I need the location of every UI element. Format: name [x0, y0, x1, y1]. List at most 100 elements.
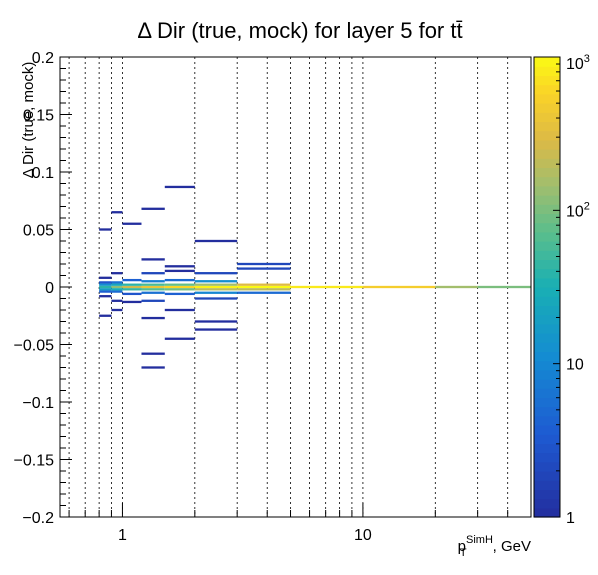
colorbar-band [534, 305, 560, 315]
colorbar-band [534, 480, 560, 490]
colorbar-band [534, 103, 560, 113]
heatmap-cell [195, 297, 237, 299]
heatmap-cell [111, 272, 122, 274]
heatmap-cell [99, 290, 111, 292]
colorbar-band [534, 296, 560, 306]
heatmap-cell [478, 286, 531, 288]
colorbar-band [534, 66, 560, 76]
colorbar-band [534, 489, 560, 499]
colorbar-band [534, 204, 560, 214]
colorbar-band [534, 388, 560, 398]
colorbar-tick-label: 10 [566, 357, 584, 374]
heatmap-cell [165, 186, 195, 188]
heatmap-cell [99, 315, 111, 317]
colorbar-band [534, 186, 560, 196]
heatmap-cell [165, 270, 195, 272]
heatmap-cell [141, 280, 164, 282]
heatmap-cell [122, 293, 141, 295]
heatmap-cell [195, 240, 237, 242]
colorbar-band [534, 131, 560, 141]
colorbar-band [534, 250, 560, 260]
heatmap-cell [195, 286, 237, 288]
x-axis-title-suffix: , GeV [493, 538, 531, 555]
heatmap-cell [291, 286, 363, 288]
heatmap-cell [237, 284, 290, 286]
heatmap-cell [165, 293, 195, 295]
heatmap-cell [165, 309, 195, 311]
colorbar-band [534, 407, 560, 417]
heatmap-cell [195, 292, 237, 294]
x-tick-label: 10 [354, 527, 372, 544]
colorbar-band [534, 315, 560, 325]
colorbar-band [534, 213, 560, 223]
colorbar-band [534, 167, 560, 177]
heatmap-cell [237, 263, 290, 265]
colorbar-tick-label: 102 [566, 200, 590, 220]
heatmap-cell [435, 286, 477, 288]
y-tick-label: −0.15 [14, 453, 55, 470]
colorbar-band [534, 324, 560, 334]
heatmap-cell [141, 366, 164, 368]
heatmap-cell [122, 223, 141, 225]
colorbar-band [534, 232, 560, 242]
y-tick-label: −0.05 [14, 338, 55, 355]
heatmap-cell [195, 328, 237, 330]
colorbar-band [534, 94, 560, 104]
colorbar-tick-label: 1 [566, 510, 575, 527]
colorbar-band [534, 453, 560, 463]
heatmap-cell [99, 284, 111, 286]
y-tick-label: 0 [45, 280, 54, 297]
heatmap-cell [111, 288, 122, 290]
colorbar-band [534, 177, 560, 187]
x-tick-label: 1 [118, 527, 127, 544]
heatmap-cell [111, 281, 122, 283]
colorbar-band [534, 195, 560, 205]
heatmap-cell [111, 300, 122, 302]
heatmap-cell [237, 288, 290, 290]
heatmap-cell [165, 338, 195, 340]
colorbar-band [534, 85, 560, 95]
colorbar-band [534, 351, 560, 361]
heatmap-cell [195, 284, 237, 286]
heatmap-cell [141, 272, 164, 274]
y-axis-title: Δ Dir (true, mock) [20, 62, 37, 179]
heatmap-cell [122, 288, 141, 290]
colorbar-tick-label: 103 [566, 53, 590, 73]
colorbar-band [534, 397, 560, 407]
colorbar-band [534, 158, 560, 168]
x-axis-title-sub: T [460, 547, 467, 559]
heatmap-cell [111, 284, 122, 286]
heatmap-cell [99, 295, 111, 297]
colorbar-band [534, 361, 560, 371]
heatmap-cell [141, 292, 164, 294]
colorbar-band [534, 508, 560, 518]
heatmap-cell [111, 211, 122, 213]
colorbar-band [534, 278, 560, 288]
heatmap-cell [165, 286, 195, 288]
x-tick-labels: 1 10 [118, 527, 372, 544]
heatmap-cell [237, 292, 290, 294]
colorbar-band [534, 471, 560, 481]
y-tick-label: −0.1 [22, 395, 54, 412]
colorbar-band [534, 333, 560, 343]
colorbar-band [534, 416, 560, 426]
colorbar-band [534, 342, 560, 352]
heatmap-cell [111, 286, 122, 288]
y-tick-label: −0.2 [22, 510, 54, 527]
heatmap-cell [99, 228, 111, 230]
colorbar-band [534, 269, 560, 279]
x-axis-title: pSimH T, GeV [458, 534, 531, 559]
heatmap-cell [141, 258, 164, 260]
heatmap-cell [141, 300, 164, 302]
heatmap-cell [99, 286, 111, 288]
heatmap-cell [111, 309, 122, 311]
heatmap-cell [237, 267, 290, 269]
chart-title: Δ Dir (true, mock) for layer 5 for tt̄ [137, 18, 462, 43]
heatmap-cell [195, 280, 237, 282]
heatmap-cell [122, 284, 141, 286]
heatmap-cell [99, 288, 111, 290]
colorbar-band [534, 140, 560, 150]
heatmap-cell [141, 353, 164, 355]
heatmap-cell [195, 320, 237, 322]
colorbar-band [534, 434, 560, 444]
